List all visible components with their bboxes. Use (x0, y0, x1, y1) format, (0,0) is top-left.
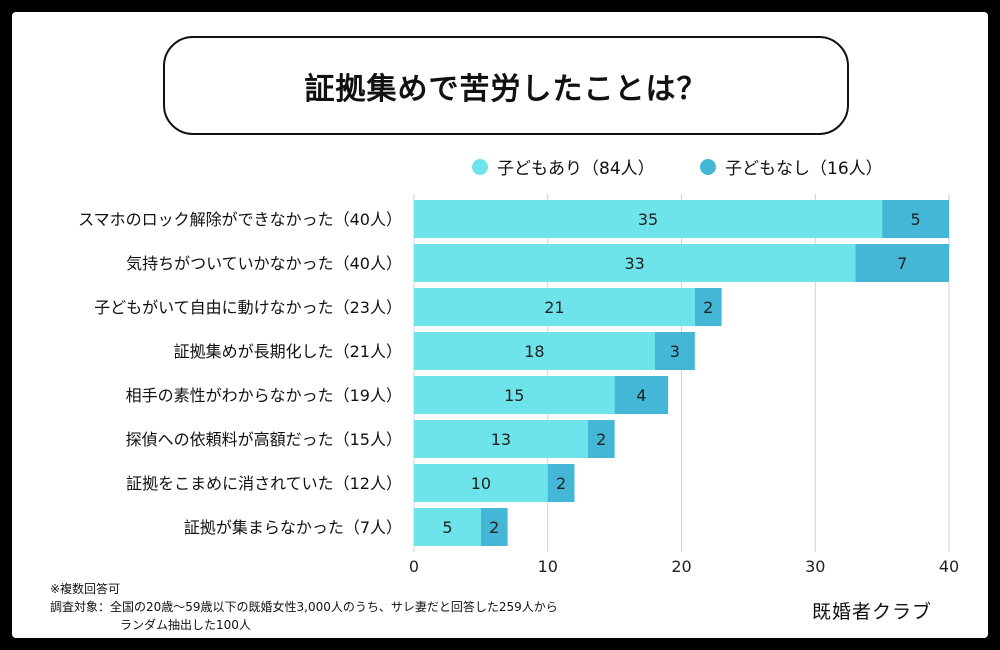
bar-with-children (414, 420, 588, 458)
bar-without-children (855, 244, 949, 282)
category-label: 証拠をこまめに消されていた（12人） (126, 474, 402, 493)
bar-with-children (414, 464, 548, 502)
data-label-with-children: 5 (442, 518, 452, 537)
bar-with-children (414, 200, 883, 238)
bar-without-children (614, 376, 669, 414)
infographic-card: 証拠集めで苦労したことは？ 子どもあり（84人） 子どもなし（16人） 0 10 2… (12, 12, 988, 638)
note-sample: ランダム抽出した100人 (120, 618, 251, 632)
x-tick-label-10: 10 (538, 557, 558, 576)
bar-with-children (414, 244, 856, 282)
legend-swatch-with-children (472, 158, 488, 175)
category-label: 証拠が集まらなかった（7人） (184, 518, 402, 537)
bar-with-children (414, 332, 655, 370)
data-label-without-children: 2 (703, 298, 713, 317)
note-multiple-answers: ※複数回答可 (50, 582, 121, 596)
data-label-with-children: 35 (638, 210, 658, 229)
data-label-without-children: 4 (636, 386, 646, 405)
x-tick-label-0: 0 (409, 557, 419, 576)
legend-label-with-children: 子どもあり（84人） (497, 159, 655, 179)
x-tick-label-30: 30 (805, 557, 825, 576)
category-label: スマホのロック解除ができなかった（40人） (78, 210, 402, 229)
data-label-without-children: 3 (670, 342, 680, 361)
x-tick-label-40: 40 (939, 557, 959, 576)
title-box: 証拠集めで苦労したことは？ (163, 36, 849, 135)
data-label-without-children: 2 (489, 518, 499, 537)
legend-item-with-children: 子どもあり（84人） (472, 154, 655, 179)
data-label-with-children: 33 (625, 254, 645, 273)
legend-item-without-children: 子どもなし（16人） (700, 154, 883, 179)
category-label: 相手の素性がわからなかった（19人） (126, 386, 402, 405)
brand-name: 既婚者クラブ (812, 601, 933, 623)
category-label: 子どもがいて自由に動けなかった（23人） (94, 298, 402, 317)
x-tick-label-20: 20 (671, 557, 691, 576)
data-label-with-children: 21 (544, 298, 564, 317)
legend: 子どもあり（84人） 子どもなし（16人） (12, 154, 988, 179)
category-label: 探偵への依頼料が高額だった（15人） (126, 430, 402, 449)
bar-without-children (694, 288, 722, 326)
bar-with-children (414, 508, 481, 546)
data-label-without-children: 7 (897, 254, 907, 273)
bar-without-children (882, 200, 949, 238)
data-label-with-children: 18 (524, 342, 544, 361)
data-label-without-children: 2 (556, 474, 566, 493)
bar-without-children (480, 508, 508, 546)
data-label-with-children: 15 (504, 386, 524, 405)
bar-without-children (587, 420, 615, 458)
data-label-with-children: 13 (491, 430, 511, 449)
category-label: 気持ちがついていかなかった（40人） (126, 254, 402, 273)
data-label-without-children: 5 (910, 210, 920, 229)
legend-label-without-children: 子どもなし（16人） (725, 159, 883, 179)
data-label-with-children: 10 (471, 474, 491, 493)
data-label-without-children: 2 (596, 430, 606, 449)
chart-title: 証拠集めで苦労したことは？ (304, 71, 708, 107)
bar-with-children (414, 288, 695, 326)
bar-without-children (547, 464, 575, 502)
bar-with-children (414, 376, 615, 414)
category-label: 証拠集めが長期化した（21人） (174, 342, 402, 361)
legend-swatch-without-children (700, 158, 716, 175)
bar-without-children (654, 332, 695, 370)
note-survey-target: 調査対象：全国の20歳〜59歳以下の既婚女性3,000人のうち、サレ妻だと回答し… (50, 600, 558, 614)
